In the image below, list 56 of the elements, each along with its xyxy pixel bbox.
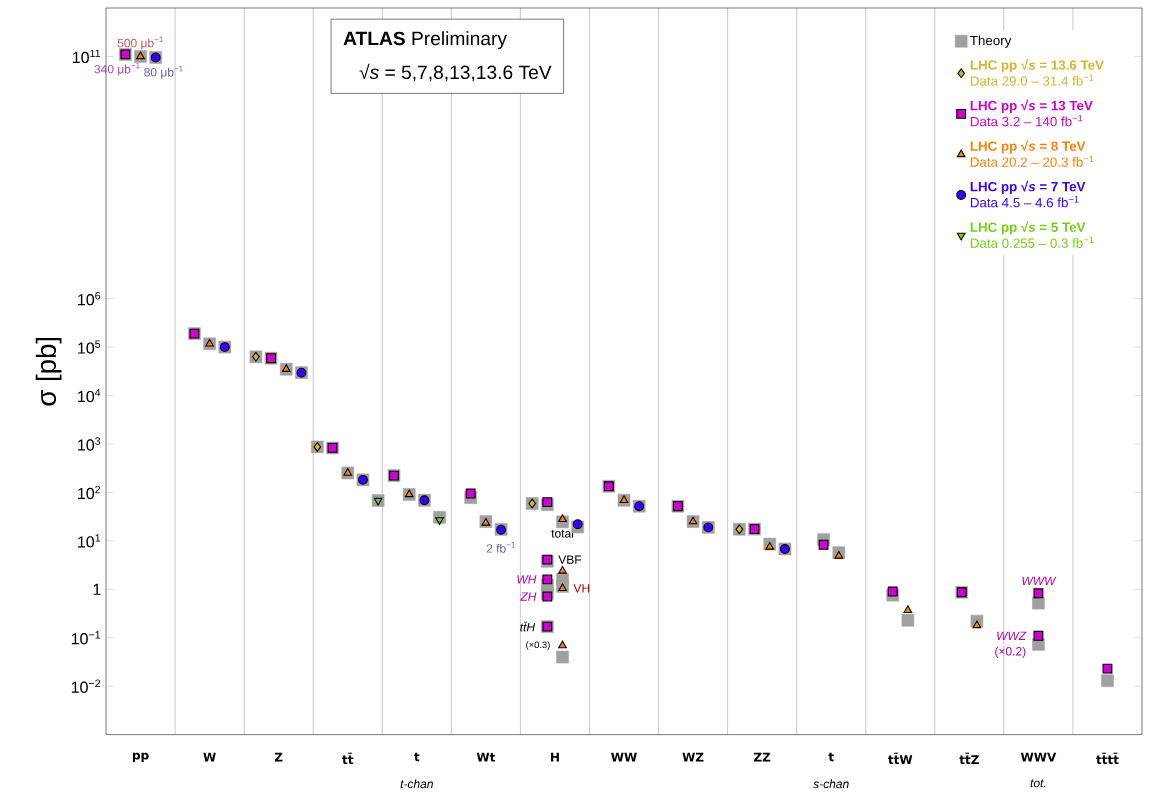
text: √s = 5,7,8,13,13.6 TeV: [359, 63, 552, 82]
y-tick-label: 10$^{−1}$: [71, 631, 101, 645]
x-tick-label: WW: [611, 752, 637, 762]
y-tick-label: 10$^{4}$: [78, 389, 101, 403]
x-tick-label: Z: [274, 752, 283, 762]
annotation: Data 3.2 – 140 fb$^{−1}$: [970, 115, 1083, 127]
annotation: total: [551, 528, 574, 538]
legend-label: LHC pp √s = 7 TeV: [970, 180, 1086, 195]
annotation: Data 4.5 – 4.6 fb$^{−1}$: [970, 196, 1079, 208]
annotation: WWZ: [997, 631, 1027, 641]
x-tick-label: tt̄: [342, 752, 354, 765]
text: s-chan: [813, 779, 849, 789]
y-tick-label: 1: [93, 584, 101, 595]
y-tick-label: 10$^{1}$: [78, 534, 101, 548]
text: tot.: [1030, 779, 1046, 788]
annotation: Data 29.0 – 31.4 fb$^{−1}$: [970, 74, 1094, 86]
x-tick-label: tt̄tt̄: [1096, 752, 1119, 765]
annotation: 340 μb$^{−1}$: [94, 62, 140, 76]
legend-label: LHC pp √s = 13.6 TeV: [970, 59, 1104, 73]
annotation: tt̄H: [520, 621, 536, 632]
annotation: (×0.2): [995, 646, 1026, 659]
y-tick-label: 10$^{2}$: [78, 485, 101, 500]
text: ATLAS Preliminary: [343, 31, 507, 50]
x-tick-label: H: [551, 752, 559, 762]
y-tick-label: 10$^{6}$: [78, 292, 101, 306]
x-tick-label: Wt: [476, 752, 496, 762]
annotation: 80 μb$^{−1}$: [144, 65, 183, 79]
annotation: WH: [517, 575, 537, 584]
x-tick-label: WWV: [1020, 752, 1057, 762]
annotation: WWW: [1022, 576, 1057, 586]
annotation: ZH: [520, 592, 537, 601]
annotation: (×0.3): [526, 641, 550, 651]
y-tick-label: 10$^{3}$: [78, 437, 101, 451]
x-tick-label: ZZ: [753, 752, 771, 762]
legend-label: LHC pp √s = 5 TeV: [970, 221, 1086, 235]
y-tick-label: 10$^{5}$: [78, 340, 101, 354]
annotation: 500 μb$^{−1}$: [117, 36, 163, 50]
x-tick-label: t: [414, 752, 420, 762]
x-tick-label: tt̄W: [888, 752, 913, 765]
annotation: VBF: [558, 555, 582, 564]
y-axis-title: σ [pb]: [35, 338, 62, 406]
legend-label: LHC pp √s = 13 TeV: [970, 99, 1093, 114]
legend-label: Theory: [970, 35, 1012, 48]
y-tick-label: 10$^{−2}$: [71, 679, 101, 694]
annotation: Data 0.255 – 0.3 fb$^{−1}$: [970, 236, 1094, 249]
x-tick-label: WZ: [682, 752, 704, 762]
y-tick-label: 10$^{11}$: [72, 49, 101, 64]
x-tick-label: t: [828, 752, 834, 762]
x-tick-label: tt̄Z: [959, 752, 979, 765]
text: t-chan: [400, 779, 433, 789]
annotation: VH: [573, 584, 590, 593]
x-tick-label: pp: [132, 752, 149, 763]
annotation: 2 fb$^{−1}$: [486, 542, 515, 553]
legend-label: LHC pp √s = 8 TeV: [970, 140, 1086, 154]
annotation: Data 20.2 – 20.3 fb$^{−1}$: [970, 155, 1094, 167]
x-tick-label: W: [203, 752, 216, 762]
